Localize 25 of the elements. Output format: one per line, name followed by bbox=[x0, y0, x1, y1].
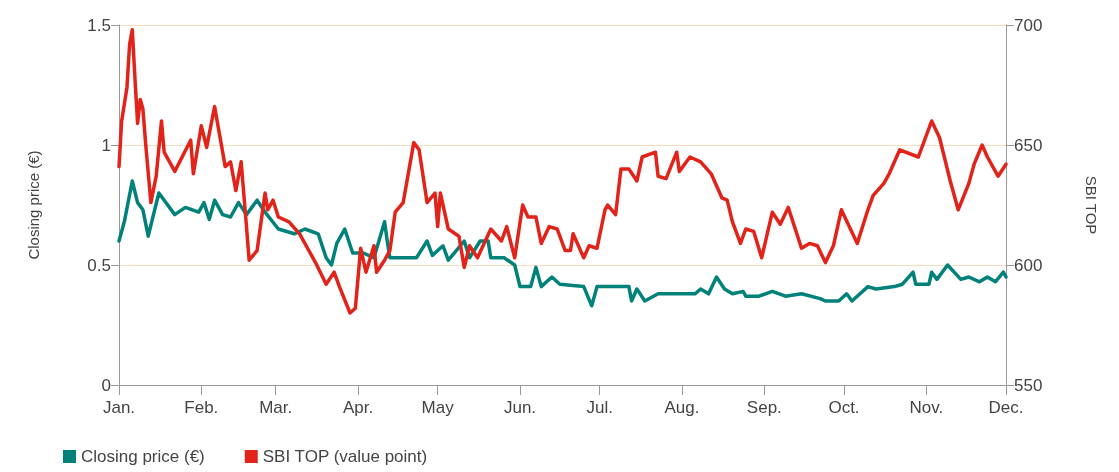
y-tick-label: 1 bbox=[101, 135, 111, 155]
x-tick-label: Jul. bbox=[586, 398, 613, 417]
y2-axis-title: SBI TOP bbox=[1083, 175, 1100, 235]
y2-tick-label: 700 bbox=[1014, 15, 1043, 35]
x-tick-label: May bbox=[421, 398, 455, 417]
x-tick-label: Dec. bbox=[988, 398, 1024, 417]
x-tick-label: Jan. bbox=[102, 398, 136, 417]
legend-label: SBI TOP (value point) bbox=[262, 447, 428, 466]
legend-label: Closing price (€) bbox=[81, 447, 205, 466]
x-tick-label: Feb. bbox=[184, 398, 219, 417]
x-tick-label: Apr. bbox=[342, 398, 374, 417]
x-tick-label: Aug. bbox=[664, 398, 700, 417]
y-tick-label: 0.5 bbox=[87, 255, 111, 275]
y-axis-title: Closing price (€) bbox=[25, 150, 42, 260]
y2-tick-label: 600 bbox=[1014, 255, 1043, 275]
x-tick-label: Sep. bbox=[746, 398, 782, 417]
x-tick-label: Jun. bbox=[503, 398, 537, 417]
x-tick-label: Mar. bbox=[259, 398, 293, 417]
x-tick-label: Oct. bbox=[828, 398, 860, 417]
y2-tick-label: 650 bbox=[1014, 135, 1043, 155]
y-tick-label: 0 bbox=[101, 375, 111, 395]
y-tick-label: 1.5 bbox=[87, 15, 111, 35]
y2-tick-label: 550 bbox=[1014, 375, 1043, 395]
x-tick-label: Nov. bbox=[909, 398, 944, 417]
line-series bbox=[117, 28, 1008, 315]
